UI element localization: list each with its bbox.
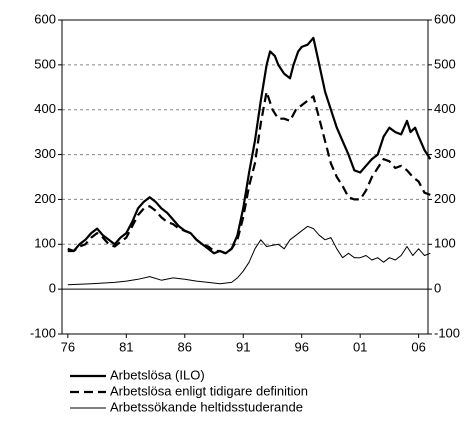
y2-tick-label: 600 xyxy=(434,11,456,26)
series-line xyxy=(67,225,431,286)
y2-tick-label: 100 xyxy=(434,236,456,251)
x-tick-label: 86 xyxy=(178,339,192,354)
x-tick-label: 76 xyxy=(61,339,75,354)
y-tick-label: 100 xyxy=(34,236,56,251)
y2-tick-label: 500 xyxy=(434,56,456,71)
y-tick-label: 600 xyxy=(34,11,56,26)
y-tick-label: 0 xyxy=(49,281,56,296)
y-tick-label: 300 xyxy=(34,146,56,161)
y-tick-label: -100 xyxy=(30,325,56,340)
y2-tick-label: 400 xyxy=(434,101,456,116)
x-tick-label: 91 xyxy=(236,339,250,354)
x-tick-label: 06 xyxy=(411,339,425,354)
legend-label: Arbetslösa enligt tidigare definition xyxy=(110,383,308,398)
legend-label: Arbetslösa (ILO) xyxy=(110,367,205,382)
series-line xyxy=(67,90,431,255)
y2-tick-label: -100 xyxy=(434,325,460,340)
y2-tick-label: 200 xyxy=(434,191,456,206)
y2-tick-label: 0 xyxy=(434,281,441,296)
x-tick-label: 01 xyxy=(353,339,367,354)
y-tick-label: 400 xyxy=(34,101,56,116)
legend-label: Arbetssökande heltidsstuderande xyxy=(110,399,303,414)
y-tick-label: 500 xyxy=(34,56,56,71)
plot-frame xyxy=(61,19,429,335)
x-tick-label: 81 xyxy=(119,339,133,354)
x-tick-label: 96 xyxy=(294,339,308,354)
y2-tick-label: 300 xyxy=(434,146,456,161)
series-line xyxy=(67,36,432,255)
y-tick-label: 200 xyxy=(34,191,56,206)
